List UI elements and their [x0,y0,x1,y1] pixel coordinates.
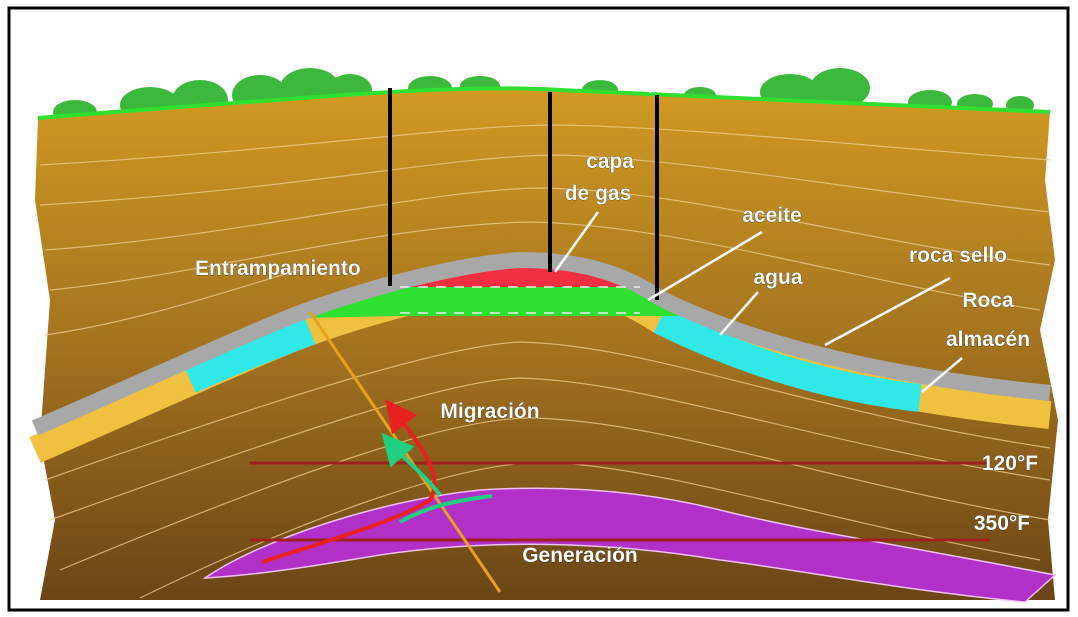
source-rock [202,487,1057,603]
label: Migración [440,400,539,423]
migration-green-base [399,494,493,524]
water-left [184,318,316,393]
label: aceite [742,204,802,227]
label: Roca [962,289,1014,312]
label: 120°F [982,452,1038,475]
strata-lines [39,124,1051,599]
migration-arrow-red [261,399,437,564]
earth [35,88,1058,601]
wells [388,88,659,300]
label: de gas [565,182,632,205]
pointers [553,211,963,393]
migration-arrow-green [381,432,442,497]
label: almacén [946,328,1030,351]
label: capa [586,150,634,173]
ground-surface [37,86,1051,120]
oil-zone [305,287,692,318]
label: Generación [522,544,638,567]
label: 350°F [974,512,1030,535]
label: roca sello [909,244,1007,267]
label: agua [753,266,802,289]
water-right [653,307,922,412]
seal [31,251,1051,436]
derricks [382,27,665,94]
label: Entrampamiento [195,257,361,280]
